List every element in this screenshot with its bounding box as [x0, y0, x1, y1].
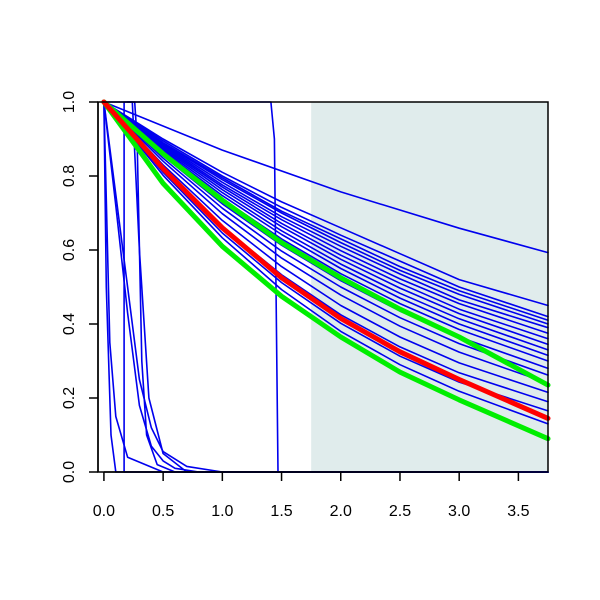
series-line-28 — [101, 99, 551, 388]
series-layer — [101, 99, 551, 473]
series-line-15 — [103, 101, 549, 385]
series-line-16 — [103, 101, 549, 394]
series-line-14 — [103, 101, 549, 376]
x-tick-label: 3.5 — [507, 503, 529, 520]
y-tick-label: 0.8 — [61, 165, 78, 187]
series-line-8 — [103, 101, 549, 340]
x-tick-label: 2.5 — [389, 503, 411, 520]
x-tick-label: 2.0 — [330, 503, 352, 520]
series-line-10 — [103, 101, 549, 351]
y-tick-label: 1.0 — [61, 91, 78, 113]
series-line-7 — [103, 101, 549, 335]
x-tick-label: 0.5 — [152, 503, 174, 520]
series-line-2 — [103, 101, 549, 307]
x-tick-label: 1.5 — [270, 503, 292, 520]
series-line-5 — [103, 101, 549, 325]
x-tick-label: 3.0 — [448, 503, 470, 520]
y-tick-label: 0.4 — [61, 313, 78, 335]
series-line-29 — [101, 99, 551, 442]
series-line-1 — [103, 101, 549, 254]
x-tick-label: 0.0 — [93, 503, 115, 520]
y-tick-label: 0.6 — [61, 239, 78, 261]
series-line-3 — [103, 101, 549, 318]
y-axis: 0.0 0.2 0.4 0.6 0.8 1.0 — [61, 91, 99, 483]
y-tick-label: 0.2 — [61, 387, 78, 409]
series-line-30 — [101, 99, 551, 421]
series-line-6 — [103, 101, 549, 329]
series-line-9 — [103, 101, 549, 346]
series-line-25 — [126, 101, 549, 473]
x-tick-label: 1.0 — [211, 503, 233, 520]
x-axis: 0.0 0.5 1.0 1.5 2.0 2.5 3.0 3.5 — [93, 471, 530, 520]
series-line-19 — [103, 101, 549, 425]
series-line-18 — [103, 101, 549, 412]
series-line-22 — [103, 101, 549, 473]
y-tick-label: 0.0 — [61, 461, 78, 483]
